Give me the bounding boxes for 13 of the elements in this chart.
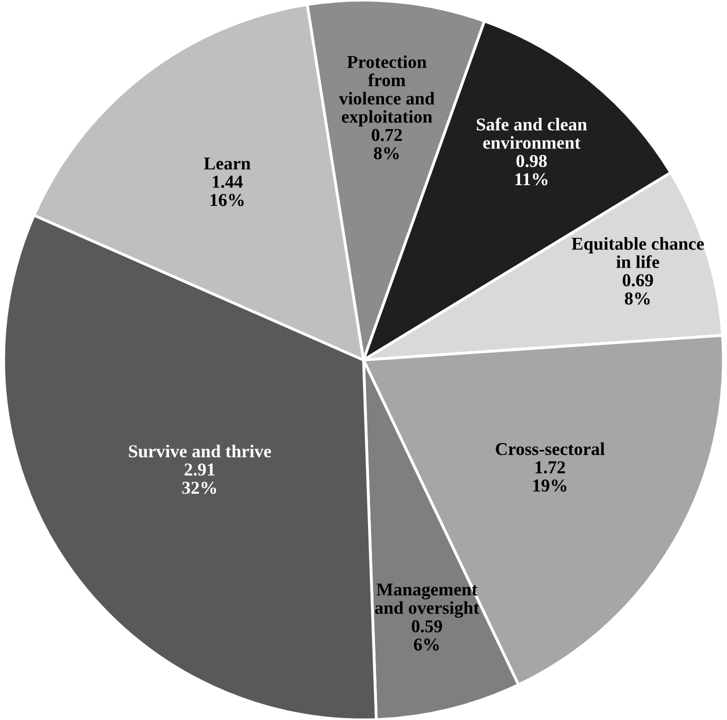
data-label: 1.44 16% [210, 176, 244, 206]
data-label: 0.98 11% [515, 154, 548, 186]
slice-label: Protection from violence and exploitation [338, 55, 435, 126]
slice-label: Equitable chance in life [572, 237, 704, 268]
data-label: 1.72 19% [533, 461, 566, 492]
slice-label: Safe and clean environment [476, 118, 587, 149]
data-label: 2.91 32% [182, 464, 216, 494]
slice-label: Survive and thrive [128, 444, 271, 458]
slice-label: Cross-sectoral [496, 442, 605, 456]
data-label: 0.69 8% [622, 274, 653, 305]
slice-label: Learn [204, 158, 251, 170]
data-label: 0.59 6% [412, 620, 442, 651]
data-label: 0.72 8% [372, 128, 402, 160]
